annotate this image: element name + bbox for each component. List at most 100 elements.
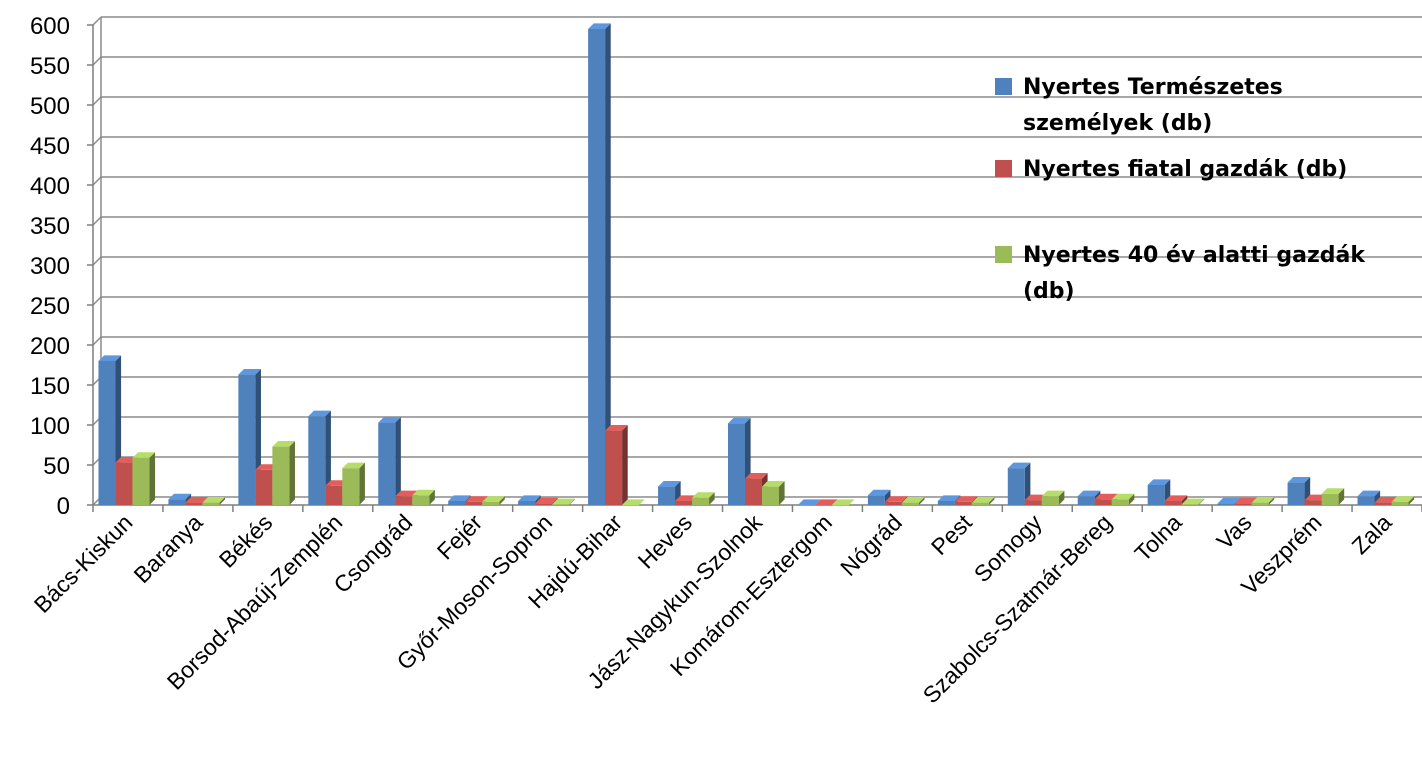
bar <box>1181 498 1205 505</box>
bar-front <box>535 503 553 505</box>
bar-side <box>1128 493 1135 505</box>
bar-top <box>658 481 681 487</box>
bar-top <box>675 495 698 501</box>
bar-side <box>605 23 611 506</box>
gridline-depth <box>92 336 102 346</box>
bar-top <box>132 452 156 458</box>
bar <box>1111 493 1135 505</box>
bar-front <box>412 495 430 505</box>
bar <box>1147 479 1171 505</box>
bar-front <box>238 374 256 505</box>
bar-top <box>238 369 261 375</box>
bar <box>605 425 628 505</box>
bar-top <box>762 481 785 487</box>
bar-top <box>588 23 611 29</box>
bar-side <box>499 496 505 505</box>
bar-front <box>745 478 762 505</box>
bar-side <box>709 492 715 505</box>
bar-front <box>518 501 536 505</box>
bar <box>831 499 855 506</box>
bar-top <box>272 441 295 447</box>
bar-front <box>132 457 150 505</box>
x-tick-label: Zala <box>1347 509 1397 559</box>
bar-front <box>675 501 693 505</box>
bar-front <box>937 501 955 505</box>
y-tick-label: 150 <box>30 373 70 400</box>
bar <box>1391 496 1415 505</box>
legend-label: Nyertes 40 év alatti gazdák (db) <box>1023 243 1365 304</box>
bar-side <box>1408 496 1415 505</box>
y-tick-label: 250 <box>30 293 70 320</box>
bar-front <box>728 423 745 505</box>
bar-front <box>1164 501 1182 505</box>
x-tick-label: Fejér <box>432 509 488 565</box>
bar-front <box>658 486 676 505</box>
bar-front <box>325 485 343 505</box>
bar <box>692 492 715 505</box>
bar-front <box>1287 482 1305 505</box>
bar <box>98 355 122 505</box>
bar-top <box>378 417 401 423</box>
bar-front <box>1391 501 1409 505</box>
bar-front <box>884 501 902 505</box>
bar-front <box>954 501 972 505</box>
bar-front <box>901 502 919 505</box>
x-tick-label: Vas <box>1211 509 1256 554</box>
bar-side <box>1058 490 1065 505</box>
bar-front <box>622 505 640 506</box>
bar-top <box>745 473 768 479</box>
bar-side <box>988 497 995 505</box>
bar-top <box>412 489 435 496</box>
bar <box>1287 477 1311 505</box>
bar-top <box>1041 490 1065 497</box>
bar-side <box>1268 497 1275 505</box>
bar-front <box>1304 500 1322 505</box>
x-tick-label: Heves <box>633 509 697 573</box>
x-tick-label: Békés <box>214 509 278 573</box>
bar <box>1007 462 1031 505</box>
bar-front <box>1111 499 1129 505</box>
bar-top <box>308 410 331 417</box>
y-tick-label: 50 <box>43 453 70 480</box>
bar-front <box>482 501 500 505</box>
gridline-depth <box>92 136 102 146</box>
bar <box>378 417 401 505</box>
bar-front <box>395 496 413 505</box>
bar-front <box>1007 468 1025 505</box>
bar-top <box>342 462 365 469</box>
bar-top <box>605 425 628 431</box>
x-tick-label: Pest <box>926 509 977 560</box>
bar <box>814 499 838 506</box>
bar-side <box>395 417 401 505</box>
bar-top <box>448 495 471 501</box>
bar-top <box>395 490 418 497</box>
bar-front <box>202 502 220 505</box>
bar <box>1164 495 1188 505</box>
bar-top <box>465 496 488 502</box>
bar-front <box>692 497 710 505</box>
bar-top <box>1181 498 1205 505</box>
bar-top <box>1374 497 1398 503</box>
bar-front <box>185 502 203 505</box>
bar-front <box>1357 496 1375 505</box>
bar <box>901 497 925 505</box>
y-tick-label: 100 <box>30 413 70 440</box>
bar-top <box>1111 493 1135 500</box>
gridline-depth <box>92 56 102 66</box>
y-tick-label: 600 <box>30 13 70 40</box>
bar-side <box>779 481 785 505</box>
bar-front <box>971 502 989 505</box>
bar-front <box>1094 499 1112 505</box>
bar-front <box>552 504 570 505</box>
bar-front <box>867 495 885 505</box>
bar-top <box>867 489 891 496</box>
bar-top <box>518 495 541 501</box>
gridline-depth <box>92 296 102 306</box>
bar-top <box>1147 479 1171 485</box>
bar-front <box>1147 485 1165 505</box>
bar-front <box>1217 503 1235 505</box>
bars <box>98 23 1415 506</box>
bar-top <box>622 499 645 505</box>
bar-top <box>692 492 715 498</box>
bar-front <box>814 505 832 506</box>
